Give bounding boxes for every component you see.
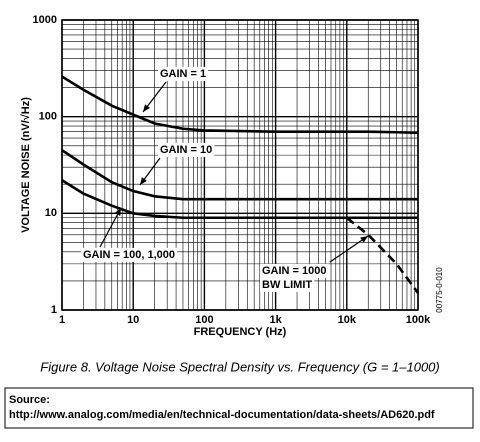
series-label: GAIN = 10 [160,144,212,156]
source-url: http://www.analog.com/media/en/technical… [9,409,435,421]
caption: Figure 8. Voltage Noise Spectral Density… [40,359,439,374]
annotation-background [158,66,209,81]
x-tick-label: 1k [269,314,282,326]
annotation-arrowhead [114,208,121,216]
series-label: GAIN = 1 [160,68,206,80]
y-tick-label: 100 [39,111,57,123]
annotation-background [260,263,329,278]
y-tick-label: 1000 [33,14,57,26]
source-label: Source: [9,394,50,406]
annotation-arrow [99,207,122,248]
annotation-background [260,277,315,292]
figure-code: 00775-0-010 [435,267,444,313]
series-line [61,149,418,201]
series-line [345,216,420,294]
y-axis-label: VOLTAGE NOISE (nV/√Hz) [20,97,32,233]
annotation-background [81,247,178,262]
x-tick-label: 10k [338,314,357,326]
y-tick-label: 10 [45,207,57,219]
annotation-background [158,142,215,157]
y-tick-label: 1 [51,304,57,316]
x-axis-label: FREQUENCY (Hz) [194,326,287,338]
series-line [61,75,419,135]
series-label: BW LIMIT [262,279,312,291]
annotation-arrowhead [360,236,368,243]
annotation-arrowhead [143,104,150,112]
x-tick-label: 10 [127,314,139,326]
annotation-arrow [329,235,369,263]
plot-frame [61,19,419,311]
x-tick-label: 100k [406,314,431,326]
series-label: GAIN = 100, 1,000 [83,249,175,261]
source-box [4,387,474,429]
series-line [61,179,418,220]
x-tick-label: 100 [195,314,213,326]
annotation-arrowhead [140,177,147,185]
series-label: GAIN = 1000 [262,265,327,277]
x-tick-label: 1 [59,314,65,326]
